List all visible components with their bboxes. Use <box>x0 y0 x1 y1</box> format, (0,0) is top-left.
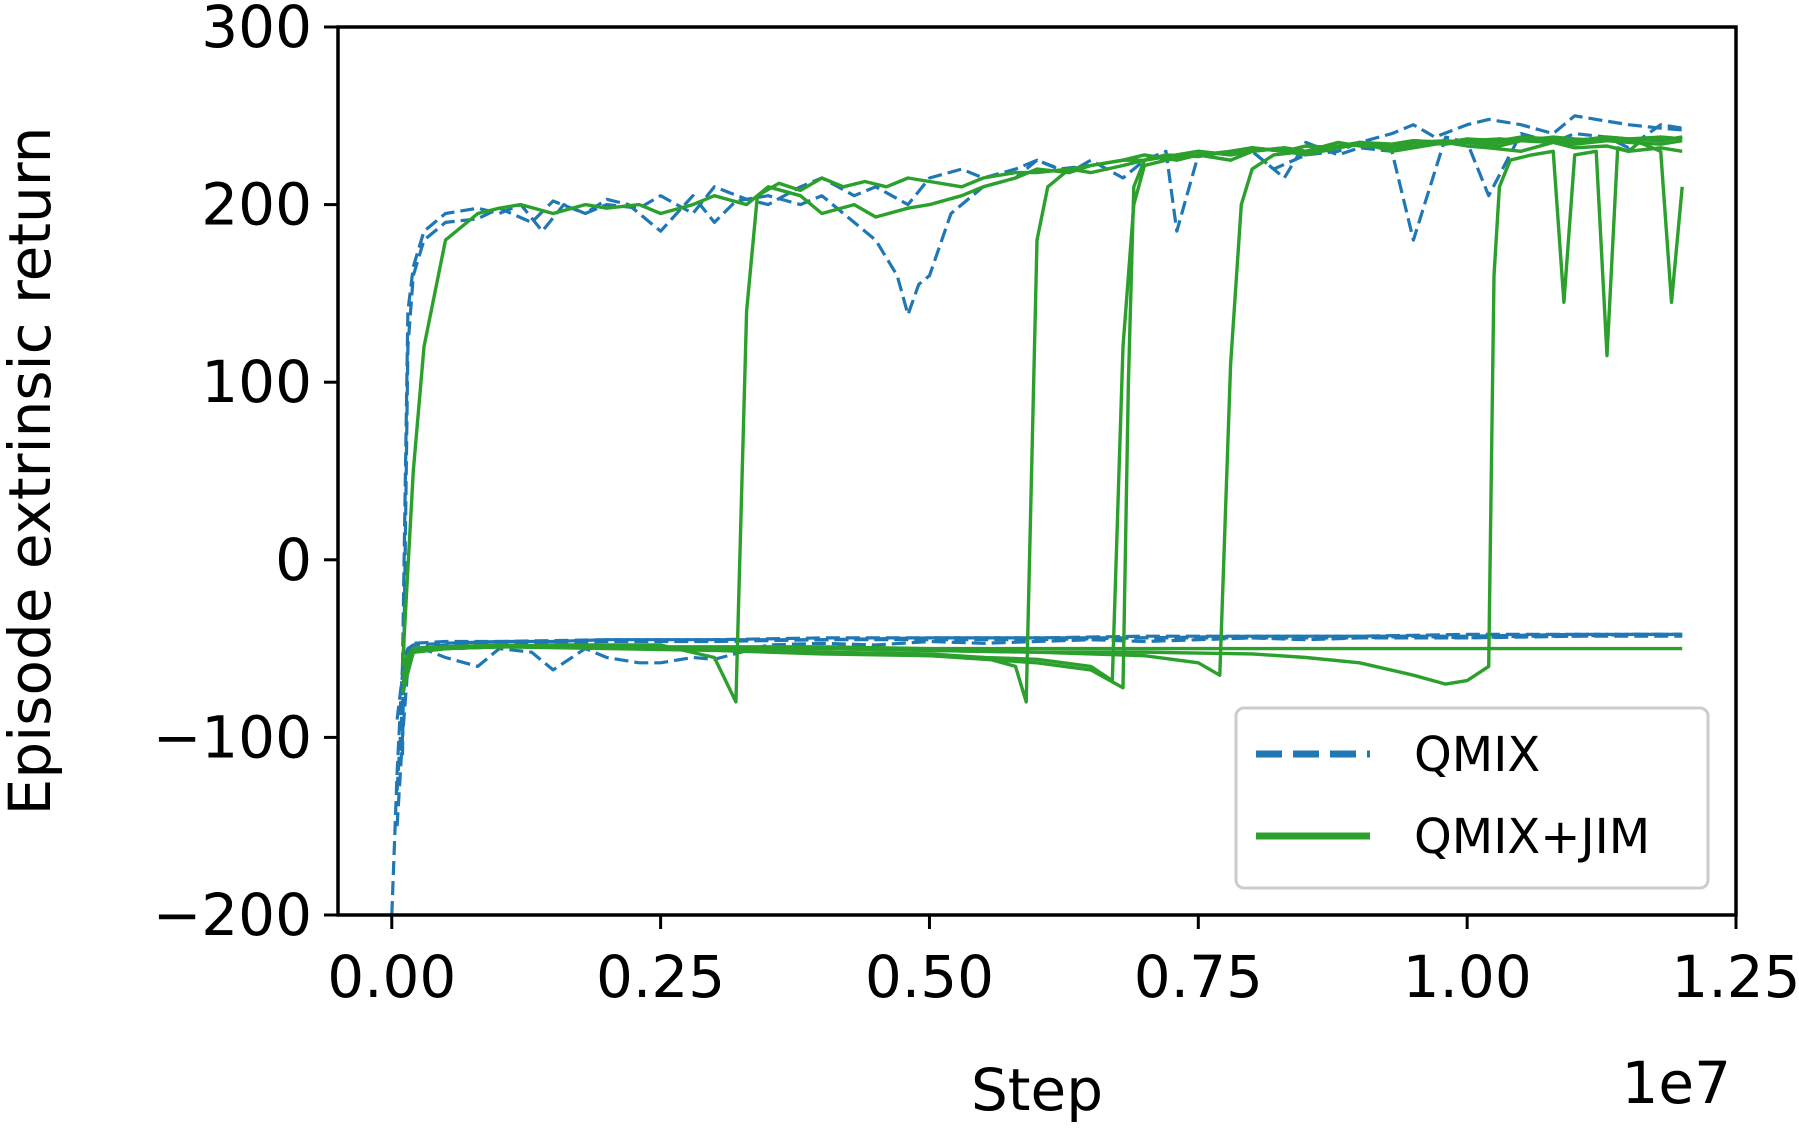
y-tick-label: −200 <box>153 881 312 949</box>
y-axis: −200 −100 0 100 200 300 <box>153 0 338 949</box>
x-tick-label: 1.00 <box>1403 943 1532 1011</box>
plot-frame <box>336 25 1738 917</box>
legend-label-qmix-jim: QMIX+JIM <box>1414 809 1650 865</box>
qmix-series-line-5 <box>395 632 1683 720</box>
qmix-series-line-2 <box>390 632 1683 916</box>
y-tick-label: 100 <box>201 348 312 416</box>
x-tick-label: 0.50 <box>865 943 994 1011</box>
legend: QMIX QMIX+JIM <box>1234 706 1710 890</box>
y-axis-label: Episode extrinsic return <box>0 127 64 816</box>
legend-label-qmix: QMIX <box>1414 727 1540 783</box>
x-tick-label: 0.00 <box>327 943 456 1011</box>
y-tick-label: −100 <box>153 703 312 771</box>
x-tick-label: 1.25 <box>1671 943 1799 1011</box>
y-tick-label: 200 <box>201 171 312 239</box>
y-tick-label: 0 <box>275 526 312 594</box>
qmix-series-line-0 <box>400 114 1683 667</box>
qmix-jim-series-line-13 <box>401 645 1683 664</box>
x-tick-label: 0.25 <box>596 943 725 1011</box>
qmix-jim-series-line-12 <box>400 140 1684 694</box>
x-tick-label: 0.75 <box>1134 943 1263 1011</box>
series-layer <box>390 114 1684 916</box>
x-offset-label: 1e7 <box>1622 1049 1732 1117</box>
x-axis: 0.00 0.25 0.50 0.75 1.00 1.25 <box>327 915 1799 1011</box>
y-tick-label: 300 <box>201 0 312 61</box>
x-axis-label: Step <box>971 1056 1103 1124</box>
